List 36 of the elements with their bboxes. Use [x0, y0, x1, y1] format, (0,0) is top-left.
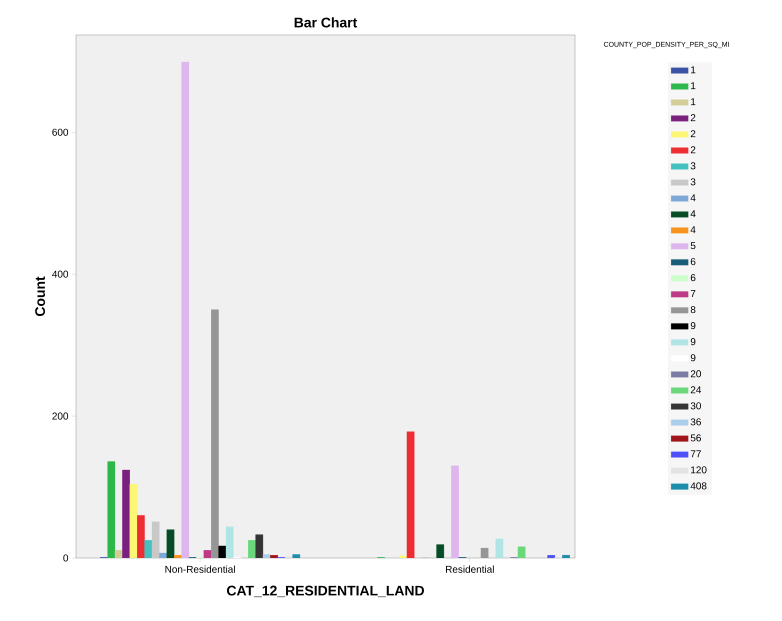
legend-label: 24	[690, 386, 702, 394]
y-tick-label: 200	[52, 412, 68, 420]
legend-label: 1	[691, 82, 696, 90]
legend-label: 3	[690, 162, 696, 170]
legend-label: 4	[690, 226, 696, 234]
x-tick-label: Residential	[446, 566, 494, 573]
legend-label: 1	[691, 98, 696, 106]
legend-label: 30	[690, 402, 702, 410]
x-axis-title: CAT_12_RESIDENTIAL_LAND	[227, 586, 424, 598]
y-tick-label: 400	[52, 270, 68, 278]
legend-label: 9	[690, 322, 696, 330]
legend-label: 2	[690, 146, 696, 154]
y-axis-title: Count	[35, 276, 46, 316]
legend-label: 3	[690, 178, 696, 186]
legend-label: 8	[690, 306, 696, 314]
legend-label: 1	[691, 66, 696, 74]
legend-label: 7	[690, 290, 696, 298]
legend-label: 408	[690, 482, 706, 490]
legend-label: 9	[690, 354, 696, 362]
legend-label: 5	[690, 242, 696, 250]
chart-title: Bar Chart	[294, 17, 358, 28]
x-tick-label: Non-Residential	[165, 566, 235, 573]
legend-label: 2	[690, 130, 696, 138]
legend-label: 20	[690, 370, 702, 378]
legend-label: 36	[690, 418, 701, 426]
legend-label: 4	[690, 210, 696, 218]
legend-label: 2	[690, 114, 696, 122]
legend-label: 6	[690, 274, 696, 282]
legend-label: 9	[690, 338, 696, 346]
y-tick-label: 0	[63, 554, 68, 562]
legend-label: 6	[690, 258, 696, 266]
legend-label: 56	[690, 434, 701, 442]
legend-label: 77	[690, 450, 701, 458]
y-tick-label: 600	[52, 128, 68, 136]
legend-label: 120	[691, 466, 707, 474]
legend-label: 4	[690, 194, 696, 202]
